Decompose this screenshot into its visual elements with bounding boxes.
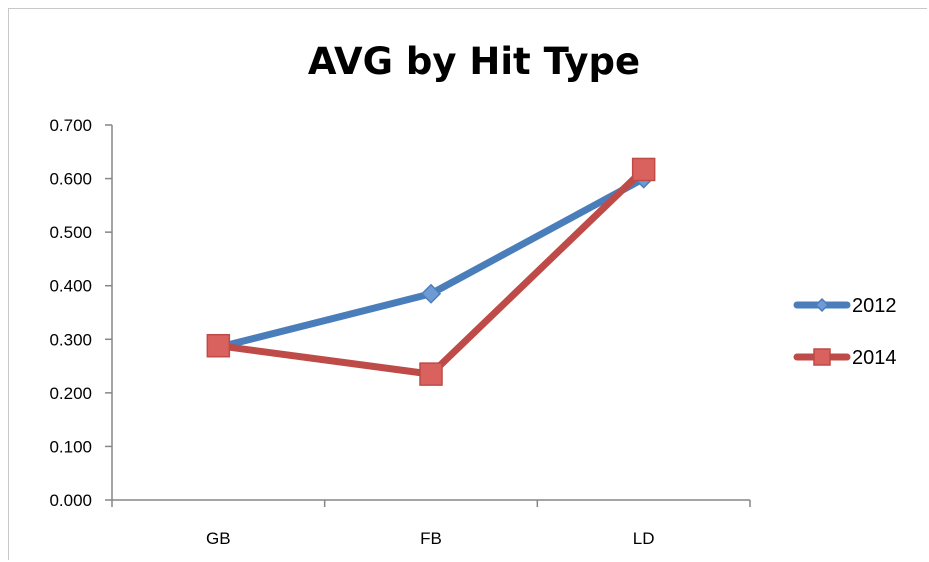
x-tick-label: FB (420, 529, 442, 548)
point-2014-FB (419, 362, 443, 386)
y-tick-label: 0.100 (49, 437, 92, 456)
legend-label-2012: 2012 (852, 295, 897, 317)
series-line-2014 (214, 165, 648, 378)
y-tick-label: 0.700 (49, 116, 92, 135)
x-tick-label: GB (206, 529, 231, 548)
point-2012-FB (420, 283, 442, 304)
legend-label-2014: 2014 (852, 347, 897, 369)
y-tick-label: 0.200 (49, 384, 92, 403)
x-tick-label: LD (633, 529, 655, 548)
y-tick-label: 0.500 (49, 223, 92, 242)
legend-marker-2012 (814, 297, 830, 313)
series-line-2012 (214, 175, 648, 351)
y-tick-label: 0.000 (49, 491, 92, 510)
legend-marker-2014 (813, 348, 831, 366)
point-2014-LD (631, 157, 656, 182)
point-2014-GB (206, 333, 231, 358)
chart-title: AVG by Hit Type (307, 40, 641, 83)
chart-frame (8, 8, 927, 560)
y-tick-label: 0.300 (49, 330, 92, 349)
y-tick-label: 0.600 (49, 170, 92, 189)
y-tick-label: 0.400 (49, 277, 92, 296)
